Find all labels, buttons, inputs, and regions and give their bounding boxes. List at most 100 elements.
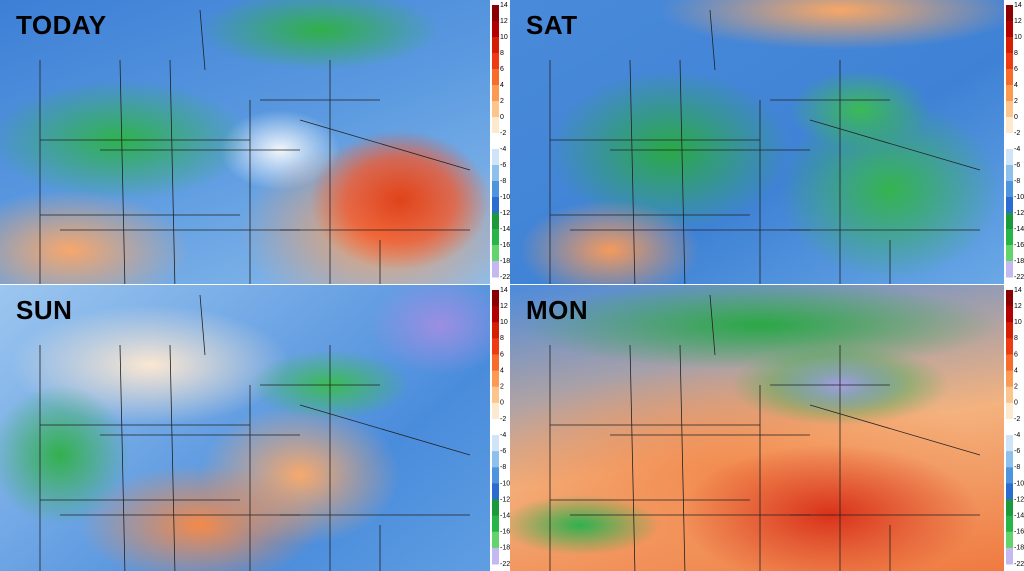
colorbar-tick-label: 2 <box>500 384 504 391</box>
colorbar-tick-label: -6 <box>500 162 506 169</box>
borders <box>549 9 981 284</box>
colorbar: 14 12 10 8 6 4 2 0 -2 -4 -6 -8 -10 -12 -14 -16 -18 -22 <box>1004 0 1024 284</box>
colorbar-tick-label: -8 <box>500 464 506 471</box>
state-border <box>100 9 470 284</box>
colorbar-swatch <box>1006 197 1013 214</box>
colorbar-swatch <box>1006 117 1013 134</box>
colorbar-tick-label: -14 <box>500 512 510 519</box>
state-border <box>39 59 251 284</box>
colorbar-tick-label: 4 <box>1014 82 1018 89</box>
colorbar-tick-label: -16 <box>500 529 510 536</box>
colorbar-tick-label: -12 <box>500 496 510 503</box>
colorbar-swatch <box>492 451 499 468</box>
colorbar-tick-label: 12 <box>500 18 508 25</box>
colorbar-tick-label: 2 <box>1014 98 1018 105</box>
colorbar-swatch <box>1006 21 1013 38</box>
colorbar: 14 12 10 8 6 4 2 0 -2 -4 -6 -8 -10 -12 -14 -16 -18 -22 <box>1004 285 1024 571</box>
colorbar-swatch <box>492 197 499 214</box>
colorbar-swatch <box>1006 306 1013 323</box>
colorbar-swatch <box>492 467 499 484</box>
colorbar-tick-label: -8 <box>1014 464 1020 471</box>
colorbar-swatch <box>492 69 499 86</box>
colorbar-tick-label: -12 <box>500 210 510 217</box>
colorbar-swatch <box>492 165 499 182</box>
colorbar-swatch <box>492 386 499 404</box>
colorbar-swatch <box>1006 499 1013 517</box>
colorbar-tick-label: 6 <box>500 351 504 358</box>
colorbar-swatch <box>492 435 499 452</box>
colorbar-swatch <box>1006 245 1013 262</box>
colorbar-tick-label: -22 <box>1014 561 1024 568</box>
colorbar-swatch <box>1006 467 1013 484</box>
colorbar-swatch <box>492 418 499 436</box>
colorbar-tick-label: 14 <box>1014 2 1022 9</box>
colorbar: 14 12 10 8 6 4 2 0 -2 -4 -6 -8 -10 -12 -14 -16 -18 -22 <box>490 0 510 284</box>
colorbar-tick-label: 6 <box>1014 351 1018 358</box>
map-field <box>510 285 1004 571</box>
colorbar-tick-label: -6 <box>500 448 506 455</box>
colorbar-tick-label: -22 <box>500 274 510 281</box>
colorbar-swatch <box>492 306 499 323</box>
colorbar-swatch <box>1006 515 1013 533</box>
state-border <box>549 59 761 284</box>
state-border <box>39 344 251 571</box>
colorbar-swatch <box>1006 101 1013 118</box>
colorbar-swatch <box>492 515 499 533</box>
colorbar-tick-label: -4 <box>1014 432 1020 439</box>
colorbar-swatch <box>1006 322 1013 339</box>
map-panel: SAT 14 12 10 8 6 4 2 0 -2 -4 -6 -8 -10 -12 -14 -16 -18 -22 <box>510 0 1024 284</box>
colorbar-tick-label: 0 <box>500 400 504 407</box>
colorbar-tick-label: -14 <box>1014 226 1024 233</box>
map-field <box>0 0 490 284</box>
colorbar-swatch <box>492 117 499 134</box>
colorbar-tick-label: 10 <box>500 34 508 41</box>
colorbar-tick-label: -12 <box>1014 210 1024 217</box>
colorbar-tick-label: -6 <box>1014 448 1020 455</box>
colorbar-tick-label: 8 <box>1014 50 1018 57</box>
state-border <box>100 294 470 571</box>
colorbar-swatch <box>492 229 499 246</box>
colorbar-tick-label: -10 <box>500 480 510 487</box>
colorbar-swatch <box>492 149 499 166</box>
colorbar-tick-label: 4 <box>500 367 504 374</box>
colorbar-tick-label: 0 <box>1014 114 1018 121</box>
colorbar-swatch <box>492 213 499 230</box>
colorbar-swatch <box>1006 338 1013 355</box>
colorbar-swatch <box>492 245 499 262</box>
colorbar-tick-label: -6 <box>1014 162 1020 169</box>
colorbar-swatch <box>1006 547 1013 565</box>
colorbar-tick-label: -4 <box>500 146 506 153</box>
colorbar-tick-label: 2 <box>1014 384 1018 391</box>
colorbar-tick-label: 2 <box>500 98 504 105</box>
colorbar-tick-label: -2 <box>1014 130 1020 137</box>
colorbar-tick-label: 12 <box>1014 18 1022 25</box>
colorbar-tick-label: 4 <box>500 82 504 89</box>
colorbar-swatch <box>492 322 499 339</box>
colorbar-swatch <box>492 5 499 22</box>
colorbar-swatch <box>492 354 499 372</box>
colorbar-tick-label: -22 <box>1014 274 1024 281</box>
colorbar-swatch <box>1006 531 1013 549</box>
state-border <box>60 344 471 571</box>
map-panel: TODAY 14 12 10 8 6 4 2 0 -2 -4 -6 -8 -10 -12 -14 -16 -18 -… <box>0 0 510 284</box>
colorbar-swatch <box>1006 213 1013 230</box>
colorbar-tick-label: -4 <box>500 432 506 439</box>
colorbar-tick-label: 6 <box>1014 66 1018 73</box>
colorbar-swatch <box>1006 5 1013 22</box>
panel-label: SAT <box>526 10 578 40</box>
colorbar-tick-label: -4 <box>1014 146 1020 153</box>
colorbar-swatch <box>492 499 499 517</box>
map-panel: MON 14 12 10 8 6 4 2 0 -2 -4 -6 -8 -10 -12 -14 -16 -18 -22 <box>510 285 1024 571</box>
colorbar-tick-label: -12 <box>1014 496 1024 503</box>
colorbar-swatch <box>492 483 499 501</box>
colorbar-swatch <box>1006 402 1013 420</box>
colorbar-tick-label: -8 <box>500 178 506 185</box>
colorbar-swatch <box>492 85 499 102</box>
colorbar-tick-label: -10 <box>1014 194 1024 201</box>
colorbar-tick-label: 10 <box>1014 34 1022 41</box>
colorbar-swatch <box>1006 451 1013 468</box>
colorbar-swatch <box>1006 53 1013 70</box>
state-border <box>610 9 980 284</box>
colorbar-swatch <box>1006 229 1013 246</box>
